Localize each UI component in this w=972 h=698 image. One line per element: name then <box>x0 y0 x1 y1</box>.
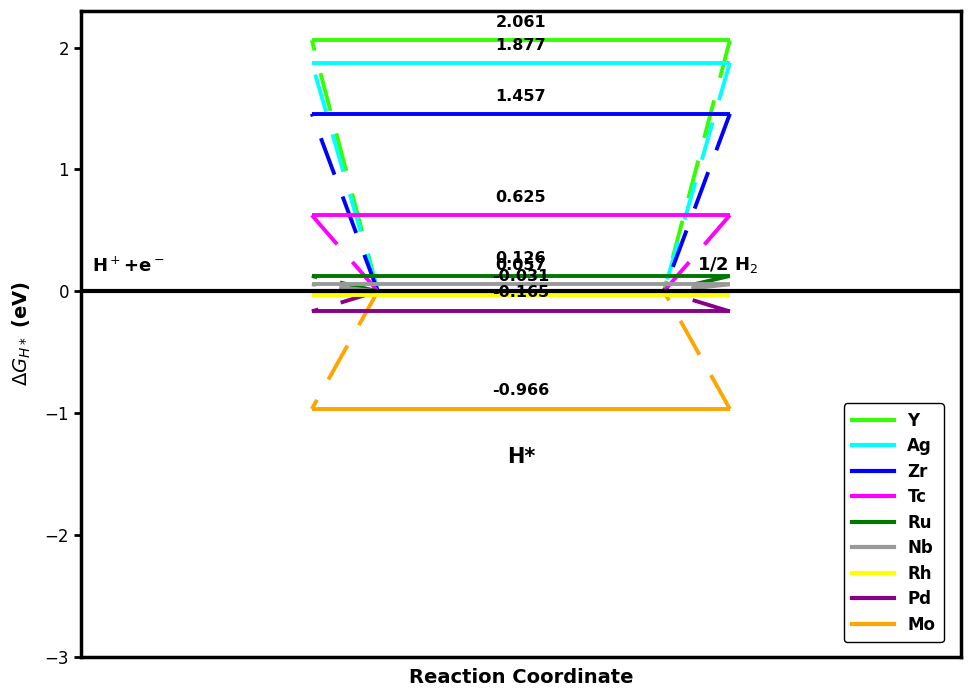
Text: H*: H* <box>506 447 535 467</box>
Text: -0.966: -0.966 <box>492 383 549 398</box>
Text: 0.057: 0.057 <box>496 258 546 274</box>
Text: 0.126: 0.126 <box>496 251 546 266</box>
X-axis label: Reaction Coordinate: Reaction Coordinate <box>408 668 633 687</box>
Text: -0.165: -0.165 <box>492 285 549 300</box>
Legend: Y, Ag, Zr, Tc, Ru, Nb, Rh, Pd, Mo: Y, Ag, Zr, Tc, Ru, Nb, Rh, Pd, Mo <box>844 403 944 642</box>
Y-axis label: $\Delta G_{H*}$ (eV): $\Delta G_{H*}$ (eV) <box>11 281 33 386</box>
Text: H$^+$+e$^-$: H$^+$+e$^-$ <box>91 256 164 276</box>
Text: -0.031: -0.031 <box>492 269 549 284</box>
Text: 1.457: 1.457 <box>496 89 546 104</box>
Text: 1/2 H$_2$: 1/2 H$_2$ <box>697 255 758 276</box>
Text: 1.877: 1.877 <box>496 38 546 53</box>
Text: 0.625: 0.625 <box>496 191 546 205</box>
Text: 2.061: 2.061 <box>496 15 546 31</box>
